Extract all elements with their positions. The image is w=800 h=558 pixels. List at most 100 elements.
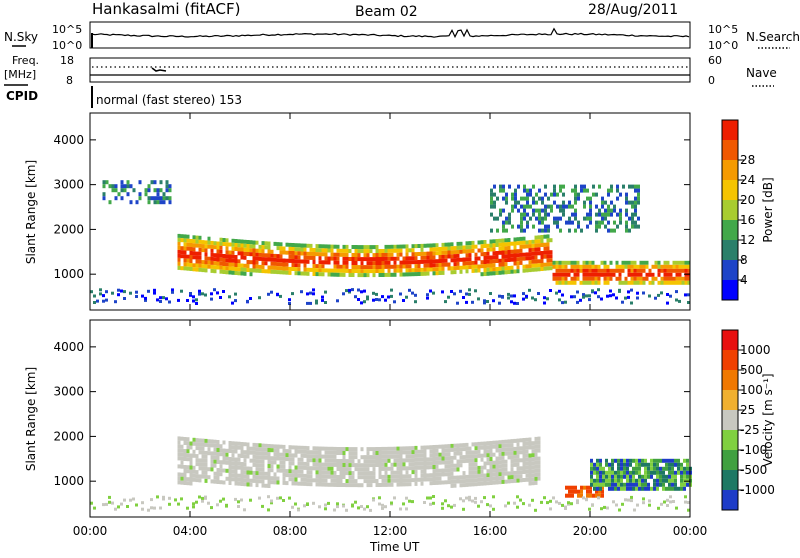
heatmap-cell (267, 464, 271, 468)
heatmap-cell (687, 301, 690, 304)
heatmap-cell (438, 259, 442, 263)
heatmap-cell (681, 276, 685, 281)
heatmap-cell (219, 269, 223, 274)
heatmap-cell (303, 461, 307, 466)
heatmap-cell (671, 458, 674, 463)
heatmap-cell (384, 458, 388, 463)
heatmap-cell (586, 224, 589, 229)
heatmap-cell (297, 508, 300, 512)
heatmap-cell (189, 477, 193, 482)
heatmap-cell (450, 467, 454, 472)
heatmap-cell (288, 298, 291, 302)
heatmap-cell (330, 272, 334, 277)
heatmap-cell (504, 238, 508, 243)
heatmap-cell (580, 188, 583, 193)
heatmap-cell (255, 467, 259, 472)
heatmap-cell (647, 462, 650, 467)
heatmap-cell (369, 265, 373, 270)
heatmap-cell (369, 459, 373, 464)
heatmap-cell (417, 252, 421, 256)
heatmap-cell (510, 447, 514, 452)
heatmap-cell (564, 272, 568, 277)
heatmap-cell (387, 252, 391, 257)
heatmap-cell (414, 264, 418, 269)
heatmap-cell (357, 273, 361, 278)
heatmap-cell (471, 450, 475, 455)
heatmap-cell (462, 447, 466, 452)
heatmap-cell (231, 473, 235, 478)
heatmap-cell (525, 445, 529, 450)
heatmap-cell (282, 499, 285, 502)
heatmap-cell (375, 447, 379, 451)
heatmap-cell (228, 250, 232, 255)
heatmap-cell (384, 244, 388, 249)
heatmap-cell (258, 467, 262, 472)
heatmap-cell (626, 486, 629, 491)
heatmap-cell (213, 475, 217, 480)
heatmap-cell (507, 270, 511, 274)
heatmap-cell (612, 272, 616, 277)
heatmap-cell (252, 454, 256, 459)
heatmap-cell (432, 473, 436, 477)
heatmap-cell (408, 482, 412, 487)
heatmap-cell (342, 463, 346, 467)
heatmap-cell (426, 263, 430, 268)
heatmap-cell (624, 260, 628, 265)
heatmap-cell (620, 478, 623, 483)
heatmap-cell (258, 248, 262, 253)
colorbar-swatch (722, 280, 738, 300)
heatmap-cell (372, 455, 376, 460)
heatmap-cell (582, 280, 586, 285)
heatmap-cell (231, 246, 235, 251)
heatmap-cell (450, 475, 454, 480)
heatmap-cell (501, 459, 505, 464)
heatmap-cell (117, 293, 120, 297)
heatmap-cell (318, 458, 322, 463)
heatmap-cell (294, 469, 298, 474)
heatmap-cell (126, 180, 130, 185)
heatmap-cell (592, 493, 595, 498)
heatmap-cell (585, 264, 589, 269)
heatmap-cell (327, 248, 331, 253)
heatmap-cell (330, 474, 334, 479)
heatmap-cell (336, 505, 339, 509)
heatmap-cell (210, 455, 214, 460)
heatmap-cell (303, 473, 307, 478)
heatmap-cell (297, 461, 301, 466)
heatmap-cell (544, 184, 547, 189)
heatmap-cell (438, 472, 442, 477)
heatmap-cell (309, 458, 313, 463)
heatmap-cell (204, 495, 207, 499)
heatmap-cell (526, 224, 529, 229)
heatmap-cell (538, 208, 541, 213)
heatmap-cell (177, 456, 181, 461)
heatmap-cell (213, 269, 217, 274)
heatmap-cell (396, 256, 400, 261)
heatmap-cell (162, 196, 166, 201)
heatmap-cell (529, 188, 532, 193)
heatmap-cell (594, 264, 598, 269)
heatmap-cell (291, 292, 294, 296)
heatmap-cell (617, 474, 620, 479)
heatmap-cell (237, 465, 241, 470)
heatmap-cell (315, 299, 318, 303)
heatmap-cell (489, 243, 493, 248)
heatmap-cell (333, 256, 337, 261)
heatmap-cell (594, 268, 598, 273)
heatmap-cell (519, 474, 523, 479)
heatmap-cell (505, 196, 508, 201)
heatmap-cell (683, 466, 686, 471)
heatmap-cell (396, 466, 400, 471)
heatmap-cell (189, 473, 193, 478)
nsky-tick-bottom-left: 10^0 (52, 39, 82, 52)
heatmap-cell (531, 473, 535, 478)
heatmap-cell (570, 264, 574, 269)
heatmap-cell (228, 477, 232, 481)
heatmap-cell (659, 466, 662, 471)
heatmap-cell (668, 466, 671, 471)
heatmap-cell (363, 467, 367, 472)
heatmap-cell (285, 262, 289, 267)
heatmap-cell (267, 448, 271, 452)
heatmap-cell (674, 474, 677, 479)
heatmap-cell (375, 265, 379, 269)
